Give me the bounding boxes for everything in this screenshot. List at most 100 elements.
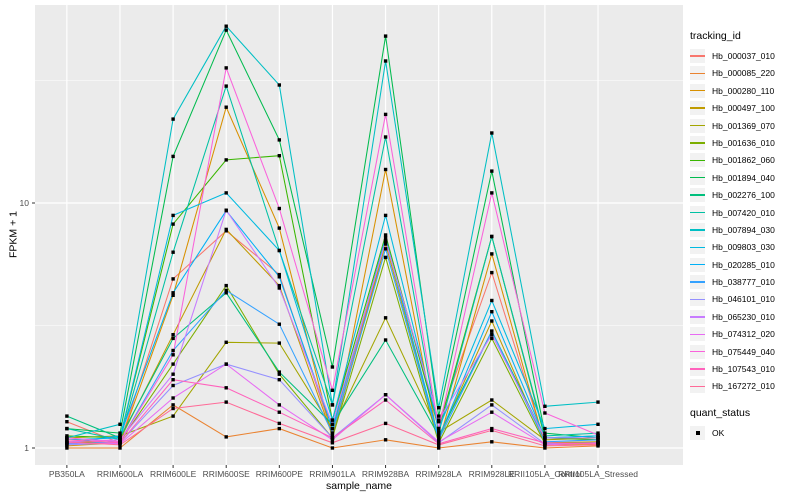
data-point — [118, 443, 122, 447]
data-point — [330, 436, 335, 440]
y-tick-label: 10 — [20, 198, 30, 208]
legend-item-Hb_009803_030: Hb_009803_030 — [690, 240, 800, 255]
data-point — [171, 353, 175, 357]
data-point — [171, 333, 175, 337]
data-point — [490, 252, 494, 256]
y-tick-label: 1 — [24, 443, 29, 453]
x-tick-label: RRII105LA_Stressed — [558, 469, 638, 479]
data-point — [65, 443, 69, 447]
data-point — [171, 213, 175, 218]
data-point — [490, 440, 494, 444]
data-point — [277, 286, 281, 290]
legend-item-Hb_001862_060: Hb_001862_060 — [690, 153, 800, 168]
data-point — [490, 191, 494, 195]
data-point — [277, 226, 281, 230]
x-tick-label: RRIM928LA — [416, 469, 463, 479]
data-point — [118, 438, 122, 442]
data-point — [543, 446, 547, 450]
data-point — [277, 206, 281, 211]
data-point — [490, 131, 494, 135]
legend-item-Hb_075449_040: Hb_075449_040 — [690, 344, 800, 359]
data-point — [224, 386, 228, 390]
data-point — [118, 431, 122, 435]
legend-key — [690, 240, 705, 255]
data-point — [171, 362, 175, 366]
legend-item-Hb_065230_010: Hb_065230_010 — [690, 309, 800, 324]
data-point — [383, 247, 388, 251]
data-point — [171, 291, 175, 295]
legend-item-label: Hb_038777_010 — [712, 277, 775, 288]
data-point — [118, 434, 122, 438]
data-point — [65, 434, 69, 438]
data-point — [277, 138, 281, 142]
legend-key — [690, 49, 705, 63]
line-swatch-icon — [690, 177, 705, 179]
data-point — [383, 398, 388, 402]
legend-item-Hb_007894_030: Hb_007894_030 — [690, 222, 800, 237]
data-point — [224, 400, 228, 404]
data-point — [224, 283, 228, 288]
data-point — [277, 272, 281, 277]
line-swatch-icon — [690, 350, 705, 353]
legend-item-label: Hb_002276_100 — [712, 190, 775, 201]
legend-item-label: Hb_167272_010 — [712, 381, 775, 392]
data-point — [543, 426, 547, 431]
legend-item-Hb_001894_040: Hb_001894_040 — [690, 170, 800, 185]
data-point — [596, 436, 600, 440]
line-swatch-icon — [690, 281, 705, 283]
data-point — [437, 436, 441, 440]
data-point — [490, 298, 494, 303]
data-point — [118, 422, 122, 426]
legend-item-label: Hb_001636_010 — [712, 137, 775, 148]
data-point — [224, 158, 228, 162]
data-point — [224, 362, 228, 366]
data-point — [171, 250, 175, 254]
data-point — [596, 400, 600, 404]
legend-key — [690, 135, 705, 150]
data-point — [277, 370, 281, 374]
data-point — [383, 236, 388, 240]
data-point — [65, 414, 69, 418]
data-point — [330, 418, 335, 422]
legend-key — [690, 118, 705, 133]
data-point — [490, 403, 494, 407]
data-point — [171, 403, 175, 407]
data-point — [490, 310, 494, 314]
data-point — [330, 422, 335, 426]
legend-panel: tracking_id Hb_000037_010 Hb_000085_220 Hb… — [690, 30, 800, 444]
x-tick-label: RRIM600PE — [256, 469, 304, 479]
data-point — [330, 434, 335, 438]
legend-key — [690, 83, 705, 98]
x-axis-title: sample_name — [326, 480, 392, 492]
legend-key — [690, 275, 705, 290]
data-point — [596, 422, 600, 426]
data-point — [171, 414, 175, 418]
data-point — [596, 431, 600, 435]
legend-key — [690, 362, 705, 377]
data-point — [383, 316, 388, 320]
color-legend-entries: Hb_000037_010 Hb_000085_220 Hb_000280_110 H… — [690, 49, 800, 394]
data-point — [277, 154, 281, 158]
data-point — [437, 443, 441, 447]
data-point — [383, 255, 388, 260]
data-point — [277, 378, 281, 382]
legend-item-label: Hb_009803_030 — [712, 242, 775, 253]
legend-item-Hb_046101_010: Hb_046101_010 — [690, 292, 800, 307]
data-point — [224, 208, 228, 212]
legend-item-label: Hb_107543_010 — [712, 364, 775, 375]
line-swatch-icon — [690, 55, 705, 57]
legend-key — [690, 309, 705, 324]
legend-item-label: Hb_020285_010 — [712, 259, 775, 270]
data-point — [490, 169, 494, 173]
data-point — [543, 438, 547, 442]
data-point — [171, 396, 175, 400]
data-point — [383, 438, 388, 442]
legend-item-Hb_000085_220: Hb_000085_220 — [690, 66, 800, 81]
line-swatch-icon — [690, 159, 705, 162]
data-point — [543, 434, 547, 438]
data-point — [383, 59, 388, 63]
data-point — [383, 213, 388, 218]
data-point — [224, 66, 228, 70]
line-swatch-icon — [690, 333, 705, 335]
data-point — [330, 388, 335, 392]
